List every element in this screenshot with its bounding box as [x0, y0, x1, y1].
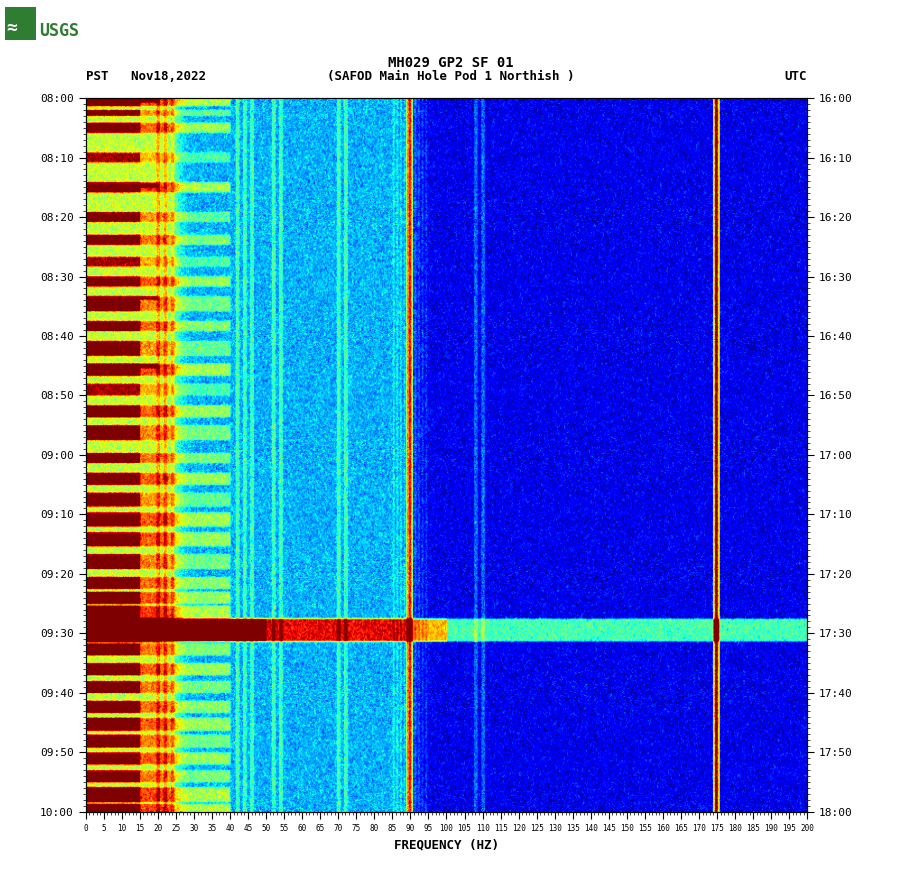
- Text: ≈: ≈: [6, 20, 17, 37]
- Text: MH029 GP2 SF 01: MH029 GP2 SF 01: [388, 55, 514, 70]
- Text: (SAFOD Main Hole Pod 1 Northish ): (SAFOD Main Hole Pod 1 Northish ): [327, 70, 575, 83]
- Text: UTC: UTC: [785, 70, 807, 83]
- X-axis label: FREQUENCY (HZ): FREQUENCY (HZ): [394, 838, 499, 851]
- Text: PST   Nov18,2022: PST Nov18,2022: [86, 70, 206, 83]
- FancyBboxPatch shape: [5, 7, 36, 40]
- Text: USGS: USGS: [39, 21, 78, 39]
